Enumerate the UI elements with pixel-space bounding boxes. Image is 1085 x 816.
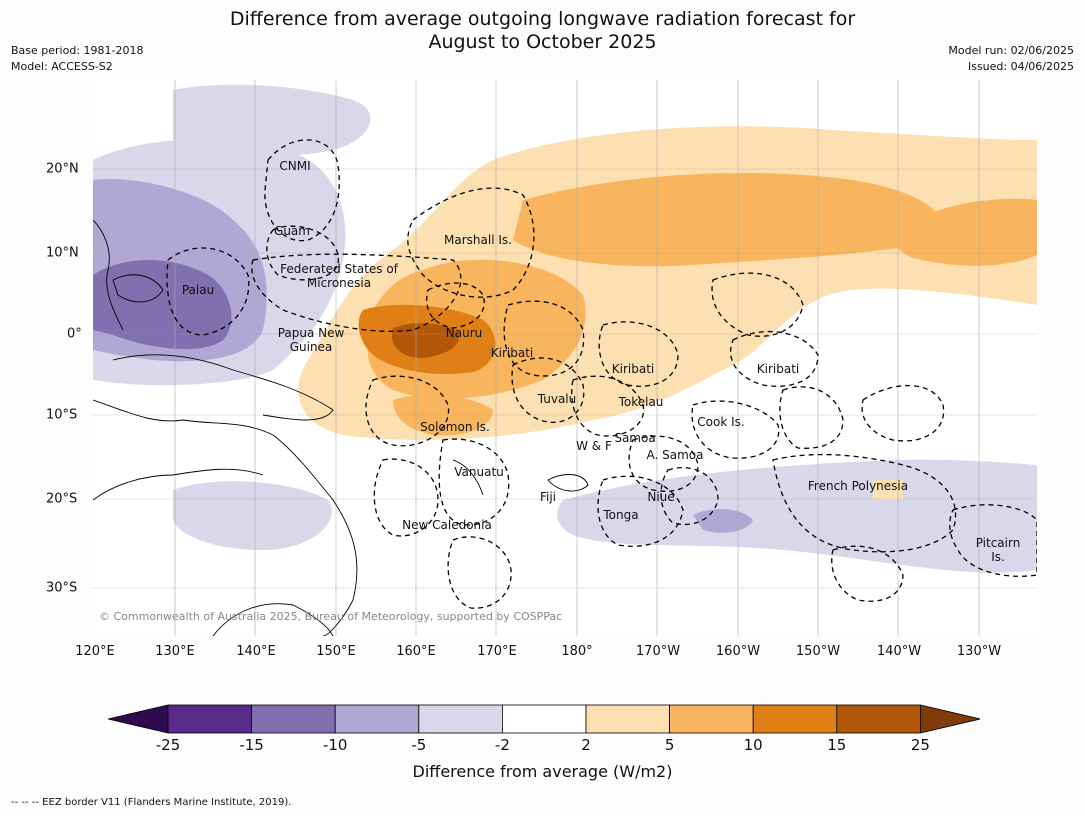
lon-label: 160°E — [396, 644, 436, 659]
map-title: Difference from average outgoing longwav… — [0, 8, 1085, 54]
model-run: Model run: 02/06/2025 — [948, 44, 1074, 57]
place-label: Marshall Is. — [444, 233, 512, 247]
lat-label: 20°S — [46, 491, 78, 507]
lat-label: 30°S — [46, 580, 78, 596]
colorbar-tick-label: -25 — [155, 736, 181, 754]
issued-date: Issued: 04/06/2025 — [967, 60, 1074, 73]
place-label: Tuvalu — [537, 392, 577, 406]
colorbar-tick-label: 2 — [581, 736, 591, 754]
place-label: French Polynesia — [807, 479, 909, 493]
colorbar-segment — [251, 704, 336, 734]
colorbar-tick-label: -5 — [411, 736, 427, 754]
model-name: Model: ACCESS-S2 — [11, 60, 113, 73]
colorbar-svg — [107, 704, 981, 734]
colorbar-segment — [167, 704, 252, 734]
colorbar-segment — [669, 704, 754, 734]
lat-label: 10°S — [46, 407, 78, 423]
place-label: Federated States of Micronesia — [280, 262, 398, 290]
lon-label: 150°W — [795, 644, 841, 659]
place-label: Pitcairn Is. — [975, 536, 1021, 564]
place-label: Tokelau — [618, 395, 664, 409]
place-label: Vanuatu — [454, 465, 504, 479]
place-label: Fiji — [539, 490, 557, 504]
positive-anomaly-areas — [298, 126, 1037, 500]
colorbar-tick-label: 10 — [743, 736, 763, 754]
colorbar-tick-label: 25 — [910, 736, 930, 754]
lon-label: 130°E — [155, 644, 195, 659]
map-canvas — [93, 80, 1037, 636]
place-label: Papua New Guinea — [277, 326, 345, 354]
place-label: Nauru — [445, 326, 483, 340]
lat-label: 10°N — [46, 245, 79, 261]
colorbar-segment — [836, 704, 921, 734]
colorbar-tick-label: 5 — [664, 736, 675, 754]
graticule — [93, 168, 1037, 589]
colorbar-under-triangle — [107, 704, 169, 734]
lon-label: 140°E — [236, 644, 276, 659]
lon-label: 130°W — [956, 644, 1002, 659]
colorbar-tick-label: 15 — [827, 736, 847, 754]
place-label: Kiribati — [490, 346, 534, 360]
colorbar-tick-label: -15 — [239, 736, 264, 754]
title-line-1: Difference from average outgoing longwav… — [229, 8, 856, 30]
place-label: Solomon Is. — [420, 420, 490, 434]
colorbar-label: Difference from average (W/m2) — [412, 762, 673, 781]
colorbar — [107, 704, 981, 740]
place-label: New Caledonia — [402, 518, 492, 532]
colorbar-segment — [752, 704, 838, 734]
place-label: Cook Is. — [697, 415, 745, 429]
meta-left: Base period: 1981-2018 Model: ACCESS-S2 — [11, 43, 143, 75]
eez-footnote: -- -- -- EEZ border V11 (Flanders Marine… — [11, 797, 292, 808]
map-panel — [93, 80, 1037, 636]
place-label: Niue — [647, 490, 675, 504]
meta-right: Model run: 02/06/2025 Issued: 04/06/2025 — [948, 43, 1074, 75]
lat-label: 0° — [67, 326, 82, 342]
place-label: A. Samoa — [646, 448, 704, 462]
lon-label: 170°W — [635, 644, 681, 659]
place-label: Kiribati — [756, 362, 800, 376]
colorbar-segment — [501, 704, 587, 734]
colorbar-tick-label: -2 — [494, 736, 510, 754]
colorbar-segment — [334, 704, 420, 734]
lon-label: 160°W — [715, 644, 761, 659]
lon-label: 150°E — [316, 644, 356, 659]
lon-label: 170°E — [477, 644, 517, 659]
base-period: Base period: 1981-2018 — [11, 44, 144, 57]
copyright-notice: © Commonwealth of Australia 2025, Bureau… — [99, 610, 563, 623]
place-label: W & F — [576, 439, 612, 453]
place-label: Kiribati — [611, 362, 655, 376]
place-label: CNMI — [279, 159, 311, 173]
place-label: Samoa — [614, 431, 656, 445]
eez-borders — [166, 139, 1037, 609]
colorbar-segment — [585, 704, 670, 734]
colorbar-tick-label: -10 — [322, 736, 348, 754]
colorbar-over-triangle — [920, 704, 981, 734]
lat-label: 20°N — [46, 161, 79, 177]
coastlines — [93, 219, 589, 636]
lon-label: 140°W — [876, 644, 922, 659]
lon-label: 180° — [561, 644, 593, 659]
meridians — [174, 80, 980, 636]
lon-label: 120°E — [75, 644, 115, 659]
title-line-2: August to October 2025 — [428, 31, 657, 53]
place-label: Tonga — [603, 508, 639, 522]
place-label: Palau — [181, 283, 215, 297]
colorbar-segment — [418, 704, 503, 734]
place-label: Guam — [274, 224, 310, 238]
